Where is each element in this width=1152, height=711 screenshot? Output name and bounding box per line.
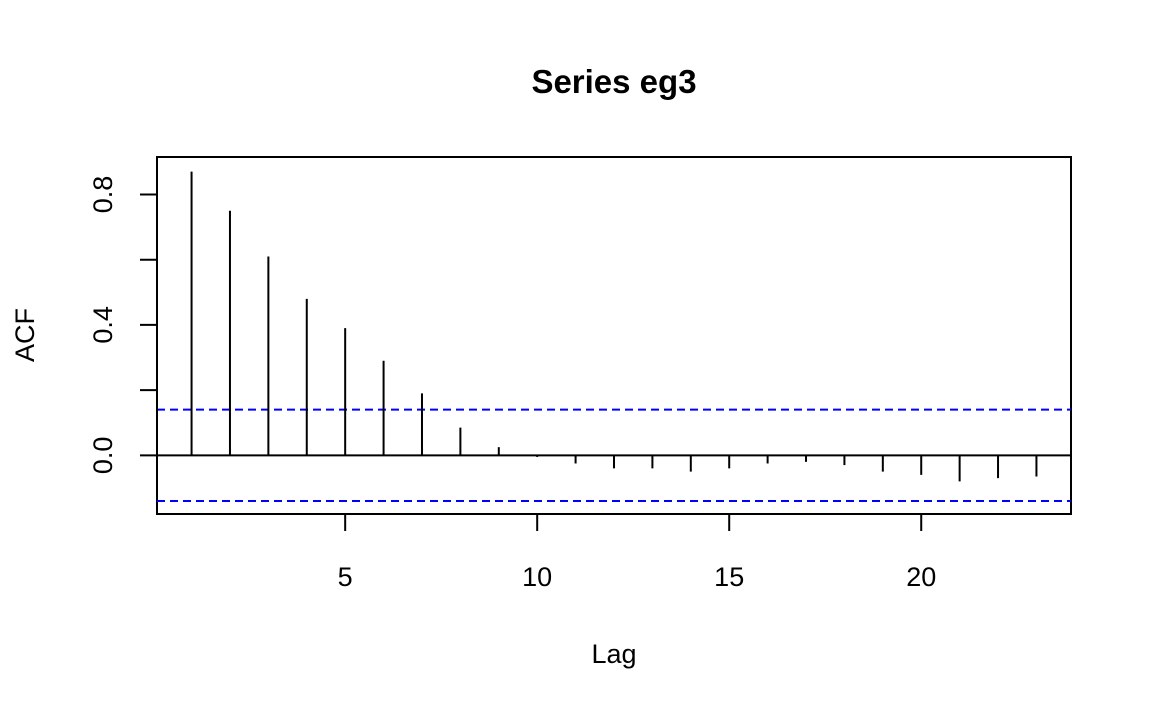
x-tick-label: 10 [522,562,552,592]
chart-title: Series eg3 [531,63,696,100]
y-axis-label: ACF [10,308,40,362]
y-tick-label: 0.8 [88,176,118,214]
x-tick-label: 20 [906,562,936,592]
x-axis-label: Lag [591,639,636,669]
y-tick-label: 0.0 [88,437,118,475]
chart-marks: 5 10 15 20 0.0 0.4 0.8 [88,171,1071,592]
x-tick-label: 5 [338,562,353,592]
x-tick-label: 15 [714,562,744,592]
y-tick-label: 0.4 [88,306,118,344]
